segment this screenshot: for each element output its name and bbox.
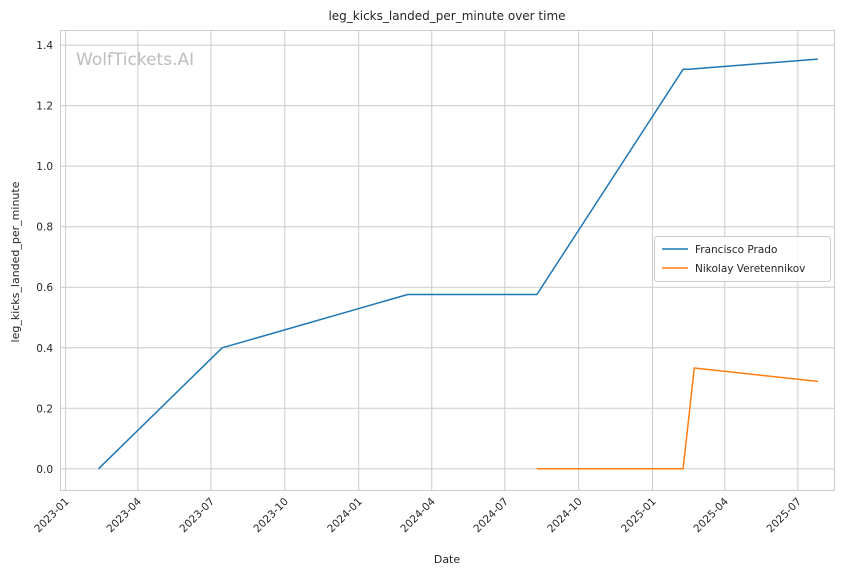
x-tick-label: 2025-01 (619, 496, 659, 536)
x-tick-label: 2024-04 (398, 495, 438, 535)
y-axis-label: leg_kicks_landed_per_minute (9, 181, 22, 342)
x-tick-label: 2023-01 (32, 496, 72, 536)
y-tick-labels: 0.0 0.2 0.4 0.6 0.8 1.0 1.2 1.4 (36, 40, 53, 476)
chart-title: leg_kicks_landed_per_minute over time (328, 9, 565, 23)
series-line-francisco-prado (97, 58, 818, 470)
y-tick-label: 1.2 (36, 101, 53, 113)
watermark: WolfTickets.AI (76, 50, 194, 70)
x-tick-label: 2023-07 (178, 496, 218, 536)
y-tick-label: 0.2 (36, 403, 53, 415)
x-tick-label: 2025-07 (764, 496, 804, 536)
x-tick-label: 2024-01 (325, 496, 365, 536)
x-tick-label: 2023-10 (251, 496, 291, 536)
series-line-nikolay-veretennikov (536, 367, 818, 470)
y-tick-label: 0.8 (36, 222, 53, 234)
x-tick-labels: 2023-01 2023-04 2023-07 2023-10 2024-01 2024-… (32, 495, 804, 535)
legend-label-nikolay-veretennikov: Nikolay Veretennikov (695, 263, 805, 275)
x-tick-label: 2024-07 (471, 496, 511, 536)
y-tick-label: 0.0 (36, 464, 53, 476)
x-axis-label: Date (434, 553, 461, 566)
y-tick-label: 0.4 (36, 343, 53, 355)
y-tick-label: 1.0 (36, 161, 53, 173)
legend-label-francisco-prado: Francisco Prado (695, 244, 777, 256)
x-tick-label: 2024-10 (545, 496, 585, 536)
y-tick-label: 0.6 (36, 282, 53, 294)
series-lines (97, 58, 818, 470)
legend-box (654, 236, 831, 282)
legend: Francisco Prado Nikolay Veretennikov (654, 236, 831, 282)
x-tick-label: 2023-04 (104, 495, 144, 535)
y-tick-label: 1.4 (36, 40, 53, 52)
x-tick-label: 2025-04 (691, 495, 731, 535)
